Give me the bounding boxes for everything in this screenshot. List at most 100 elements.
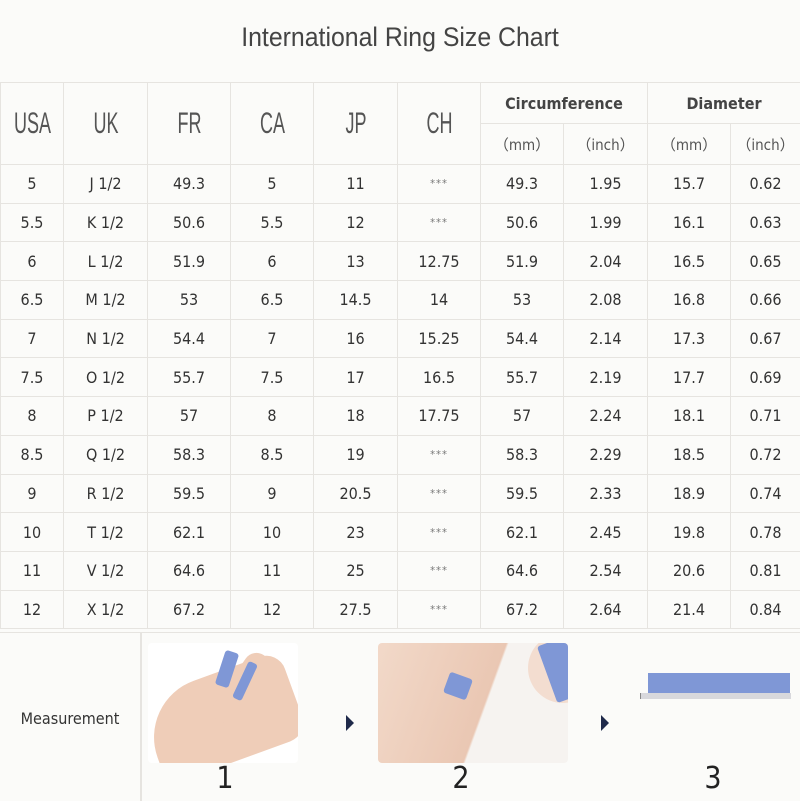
header-diam-mm: （mm） [648,124,731,165]
zoom-inset [528,643,568,703]
header-uk: UK [80,83,130,165]
cell-circ-mm: 64.6 [481,551,564,590]
cell-diam-mm: 18.1 [648,397,731,436]
header-ca: CA [247,83,297,165]
cell-diam-inch: 0.71 [731,397,800,436]
cell-diam-inch: 0.78 [731,513,800,552]
header-circ-inch: （inch） [564,124,648,165]
cell-circ-mm: 67.2 [481,590,564,629]
cell-diam-inch: 0.72 [731,435,800,474]
cell-circ-inch: 2.64 [564,590,648,629]
cell-usa: 7.5 [1,358,64,397]
arrow-icon [601,715,609,731]
cell-diam-mm: 15.7 [648,165,731,204]
step-number: 2 [441,761,481,796]
cell-uk: R 1/2 [64,474,148,513]
cell-circ-mm: 62.1 [481,513,564,552]
cell-circ-inch: 2.08 [564,281,648,320]
cell-uk: M 1/2 [64,281,148,320]
cell-ca: 9 [231,474,314,513]
cell-ch: *** [398,551,481,590]
header-fr: FR [164,83,214,165]
cell-fr: 57 [148,397,231,436]
header-diam-inch: （inch） [731,124,800,165]
cell-uk: L 1/2 [64,242,148,281]
cell-usa: 7 [1,319,64,358]
cell-fr: 58.3 [148,435,231,474]
cell-circ-mm: 58.3 [481,435,564,474]
cell-circ-mm: 51.9 [481,242,564,281]
cell-jp: 25 [314,551,398,590]
cell-diam-mm: 16.1 [648,203,731,242]
cell-diam-inch: 0.69 [731,358,800,397]
cell-fr: 62.1 [148,513,231,552]
ruler [640,693,791,699]
cell-ca: 5.5 [231,203,314,242]
cell-ca: 7.5 [231,358,314,397]
cell-ch: 14 [398,281,481,320]
cell-circ-inch: 1.99 [564,203,648,242]
cell-uk: P 1/2 [64,397,148,436]
header-ch: CH [414,83,464,165]
step-3-ruler-image [640,673,790,753]
cell-usa: 8 [1,397,64,436]
cell-circ-inch: 2.19 [564,358,648,397]
cell-usa: 5 [1,165,64,204]
cell-fr: 53 [148,281,231,320]
cell-circ-inch: 2.33 [564,474,648,513]
header-circumference: Circumference [481,83,648,124]
cell-circ-mm: 49.3 [481,165,564,204]
cell-diam-inch: 0.62 [731,165,800,204]
cell-jp: 23 [314,513,398,552]
step-2-image [378,643,568,763]
cell-circ-inch: 2.29 [564,435,648,474]
cell-ch: *** [398,474,481,513]
divider [140,633,142,801]
cell-circ-mm: 55.7 [481,358,564,397]
cell-jp: 27.5 [314,590,398,629]
header-circ-mm: （mm） [481,124,564,165]
cell-ch: *** [398,165,481,204]
tape-strip [648,673,790,693]
cell-ca: 12 [231,590,314,629]
cell-ch: 16.5 [398,358,481,397]
ring-size-table: USA UK FR CA JP CH Circumference Diamete… [0,82,800,629]
cell-circ-mm: 59.5 [481,474,564,513]
cell-ch: 12.75 [398,242,481,281]
cell-fr: 49.3 [148,165,231,204]
page-title: International Ring Size Chart [32,22,768,53]
step-number: 1 [205,761,245,796]
cell-jp: 19 [314,435,398,474]
cell-circ-mm: 53 [481,281,564,320]
tape-strip [443,672,473,701]
measurement-label: Measurement [0,709,140,728]
step-number: 3 [693,761,733,796]
cell-ch: *** [398,590,481,629]
cell-usa: 12 [1,590,64,629]
cell-usa: 5.5 [1,203,64,242]
cell-uk: T 1/2 [64,513,148,552]
header-diameter: Diameter [648,83,800,124]
cell-fr: 50.6 [148,203,231,242]
cell-jp: 20.5 [314,474,398,513]
cell-diam-mm: 17.3 [648,319,731,358]
cell-circ-inch: 2.45 [564,513,648,552]
cell-diam-inch: 0.74 [731,474,800,513]
cell-uk: V 1/2 [64,551,148,590]
step-1-image [148,643,298,763]
cell-circ-inch: 2.54 [564,551,648,590]
cell-jp: 13 [314,242,398,281]
cell-diam-inch: 0.84 [731,590,800,629]
cell-usa: 6.5 [1,281,64,320]
cell-ch: 17.75 [398,397,481,436]
